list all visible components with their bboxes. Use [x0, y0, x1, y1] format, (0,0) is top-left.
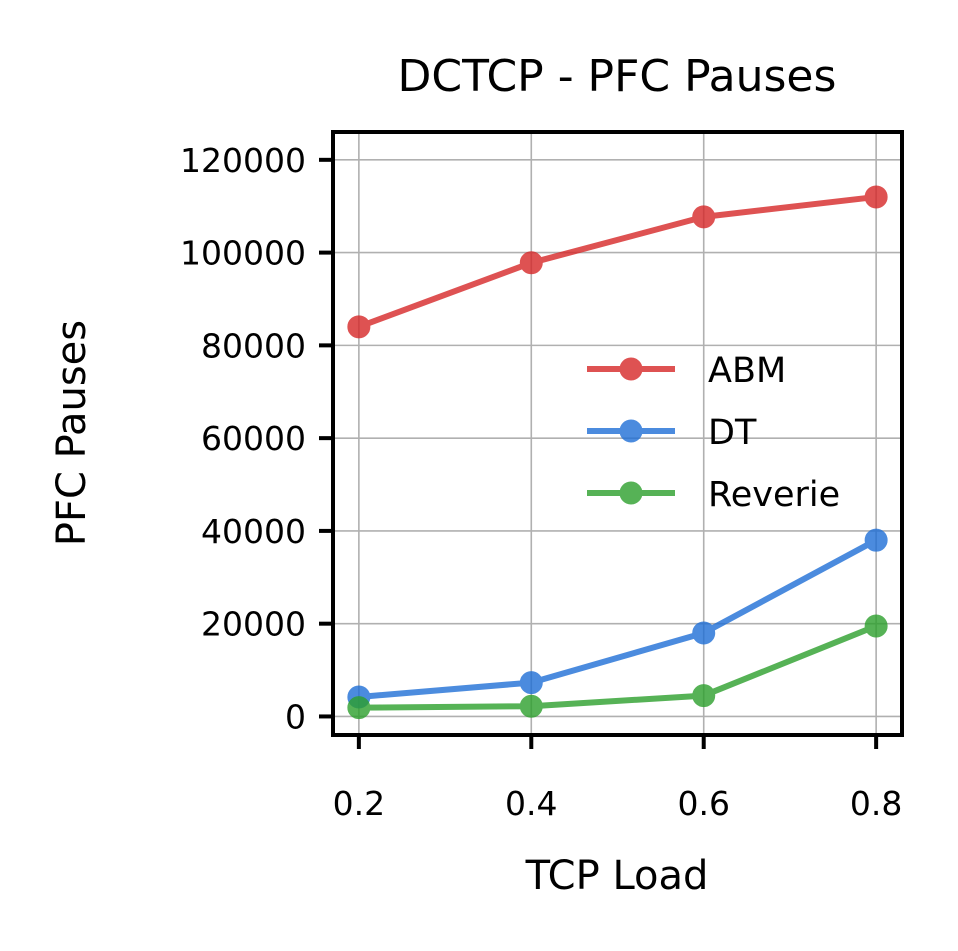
legend-swatch [587, 481, 675, 505]
y-tick-label: 100000 [180, 234, 306, 273]
legend-label: Reverie [708, 475, 840, 515]
legend-swatch [587, 357, 675, 381]
data-point [347, 315, 371, 339]
y-tick-label: 20000 [201, 605, 306, 644]
legend-label: DT [708, 413, 757, 453]
data-point [519, 671, 543, 695]
legend-item-reverie: Reverie [587, 475, 840, 515]
y-tick-label: 0 [285, 697, 306, 736]
series-layer [347, 185, 888, 720]
legend-swatch-marker [619, 481, 643, 505]
data-point [519, 694, 543, 718]
series-abm [347, 185, 888, 339]
x-tick-label: 0.4 [505, 784, 557, 823]
series-line [355, 193, 880, 330]
data-point [692, 205, 716, 229]
series-line [355, 537, 880, 700]
data-point [864, 614, 888, 638]
data-point [864, 528, 888, 552]
x-tick-label: 0.8 [850, 784, 902, 823]
legend: ABM DT Reverie [587, 351, 840, 515]
data-point [864, 185, 888, 209]
data-point [692, 621, 716, 645]
grid [333, 132, 902, 735]
x-axis: 0.2 0.4 0.6 0.8 [333, 735, 902, 823]
y-axis: 0 20000 40000 60000 80000 100000 120000 [180, 141, 333, 736]
data-point [519, 251, 543, 275]
series-dt [347, 528, 888, 709]
data-point [347, 696, 371, 720]
legend-swatch-marker [619, 419, 643, 443]
legend-label: ABM [708, 351, 786, 391]
data-point [692, 684, 716, 708]
legend-swatch-marker [619, 357, 643, 381]
series-reverie [347, 614, 888, 720]
legend-item-dt: DT [587, 413, 757, 453]
x-axis-label: TCP Load [525, 853, 709, 899]
x-tick-label: 0.6 [677, 784, 729, 823]
legend-item-abm: ABM [587, 351, 786, 391]
series-line [355, 622, 880, 711]
x-tick-label: 0.2 [333, 784, 385, 823]
y-tick-label: 60000 [201, 419, 306, 458]
y-axis-label: PFC Pauses [49, 320, 95, 546]
y-tick-label: 40000 [201, 512, 306, 551]
y-tick-label: 120000 [180, 141, 306, 180]
legend-swatch [587, 419, 675, 443]
y-tick-label: 80000 [201, 326, 306, 365]
chart-title: DCTCP - PFC Pauses [398, 51, 837, 102]
plot-frame [331, 130, 904, 737]
